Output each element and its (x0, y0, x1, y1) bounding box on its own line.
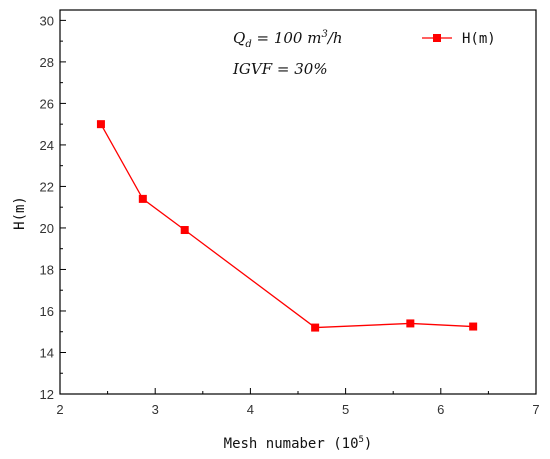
data-point-h (406, 319, 415, 328)
series-line-h (100, 123, 474, 329)
y-tick-label: 12 (40, 387, 54, 402)
y-tick-label: 14 (40, 345, 54, 360)
x-tick-label: 6 (437, 402, 444, 417)
y-tick-label: 24 (40, 138, 54, 153)
y-tick-label: 16 (40, 304, 54, 319)
x-tick-label: 3 (152, 402, 159, 417)
y-axis-title: H(m) (12, 196, 28, 230)
x-tick-label: 4 (247, 402, 254, 417)
y-tick-label: 22 (40, 179, 54, 194)
data-point-h (469, 322, 478, 331)
y-tick-label: 30 (40, 13, 54, 28)
x-tick-label: 5 (342, 402, 349, 417)
data-point-h (311, 323, 320, 332)
annotation-igvf: IGVF = 30% (232, 60, 328, 78)
y-tick-label: 28 (40, 55, 54, 70)
data-point-h (180, 226, 189, 235)
legend-entry-h: H(m) (462, 31, 496, 47)
x-tick-label: 2 (56, 402, 63, 417)
data-point-h (138, 194, 147, 203)
x-axis-title: Mesh numaber (105) (224, 435, 373, 452)
x-tick-label: 7 (532, 402, 539, 417)
annotation-flow-rate: Qd = 100 m3/h (233, 29, 343, 50)
data-point-h (96, 120, 105, 129)
legend: H(m) (422, 31, 496, 47)
y-tick-label: 26 (40, 96, 54, 111)
y-tick-label: 20 (40, 221, 54, 236)
legend-marker (433, 34, 441, 42)
y-tick-label: 18 (40, 262, 54, 277)
